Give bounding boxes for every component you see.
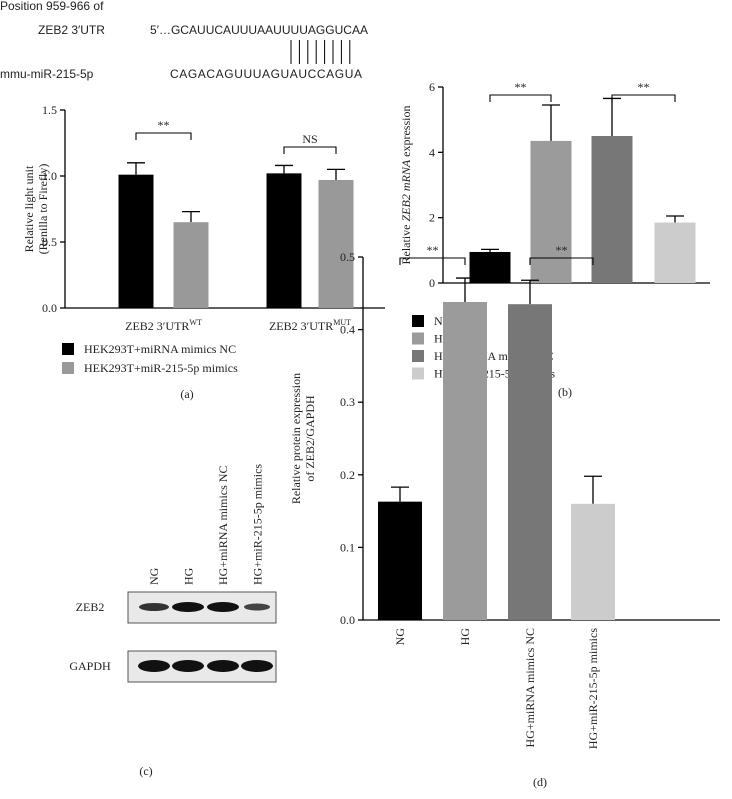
y-tick-label: 1.5 [42,103,57,117]
bar [118,174,154,308]
blot-lane-label: NG [147,567,161,585]
y-axis-label: Relative protein expression [289,373,303,504]
significance-label: ** [515,80,527,94]
band [172,602,204,612]
y-tick-label: 4 [429,145,435,159]
y-tick-label: 0.5 [340,250,355,264]
y-tick-label: 0.3 [340,395,355,409]
band [139,603,169,611]
x-tick-label: HG [458,628,472,646]
legend-swatch [62,343,74,355]
y-tick-label: 1.0 [42,169,57,183]
x-tick-label: NG [393,628,407,646]
band [241,660,273,672]
bar [571,503,615,620]
blot-lane-label: HG+miR-215-5p mimics [251,464,265,585]
mirna-sequence: CAGACAGUUUAGUAUCCAGUA [170,67,362,81]
x-tick-label: ZEB2 3′UTRMUT [269,318,351,333]
category-superscript: WT [189,318,202,327]
x-tick-label: ZEB2 3′UTRWT [125,318,202,333]
legend-swatch [412,350,424,362]
legend-swatch [412,315,424,327]
band [244,603,270,611]
mirna-label: mmu-miR-215-5p [0,67,94,81]
legend-label: HEK293T+miR-215-5p mimics [84,361,238,375]
blot-row-label: GAPDH [69,659,111,673]
significance-label: ** [158,118,170,132]
band [138,660,170,672]
significance-bracket [489,94,552,102]
legend-swatch [62,362,74,374]
y-tick-label: 6 [429,80,435,94]
y-axis-label: of ZEB2/GAPDH [303,395,317,482]
significance-bracket [135,132,192,140]
blot-lane-label: HG [182,567,196,585]
legend-label: HEK293T+miRNA mimics NC [84,342,236,356]
significance-label: ** [638,80,650,94]
band [207,660,239,672]
bar [378,501,422,620]
y-axis-label: Relative light unit [22,165,36,252]
y-label-part: ZEB2 mRNA [399,159,413,221]
y-label-part: Relative [399,222,413,265]
y-tick-label: 0.0 [42,301,57,315]
bar [530,140,572,283]
sequence-title: Position 959-966 of [0,0,104,13]
significance-bracket [399,257,466,265]
y-tick-label: 0.2 [340,468,355,482]
significance-label: NS [302,132,317,146]
legend-swatch [412,367,424,380]
blot-row-label: ZEB2 [76,600,105,614]
y-tick-label: 0.1 [340,540,355,554]
blot-lane-label: HG+miRNA mimics NC [216,466,230,585]
panel-label: (a) [180,387,193,401]
x-tick-label: HG+miR-215-5p mimics [586,628,600,749]
blot: ZEB2 GAPDH [69,591,277,683]
x-tick-label: HG+miRNA mimics NC [523,628,537,747]
bar [173,222,209,308]
category-superscript: MUT [333,318,351,327]
significance-bracket [283,146,337,154]
y-tick-label: 0.4 [340,323,355,337]
significance-label: ** [556,243,568,257]
band [172,660,204,672]
utr-label: ZEB2 3′UTR [38,23,105,37]
utr-sequence: 5′…GCAUUCAUUUAAUUUUAGGUCAA [150,23,368,37]
category-name: ZEB2 3′UTR [125,319,189,333]
significance-bracket [611,94,676,102]
y-tick-label: 0.0 [340,613,355,627]
legend-swatch [412,332,424,345]
category-name: ZEB2 3′UTR [269,319,333,333]
y-tick-label: 2 [429,211,435,225]
bar [443,302,487,620]
bar [318,179,354,308]
panel-label: (c) [139,764,152,778]
y-tick-label: 0.5 [42,235,57,249]
bar [591,136,633,283]
bar [266,173,302,308]
panel-label: (b) [558,385,572,399]
y-axis-label: Relative ZEB2 mRNA expression [399,106,413,265]
y-label-part: expression [399,106,413,160]
base-pairs [290,40,351,64]
panel-label: (d) [533,775,547,789]
band [207,602,239,612]
y-axis-label: (Renilla to Firefly) [36,164,50,255]
bar [469,251,511,283]
bar [508,304,552,620]
bar [654,222,696,283]
significance-label: ** [427,243,439,257]
y-tick-label: 0 [429,276,435,290]
significance-bracket [529,257,594,265]
